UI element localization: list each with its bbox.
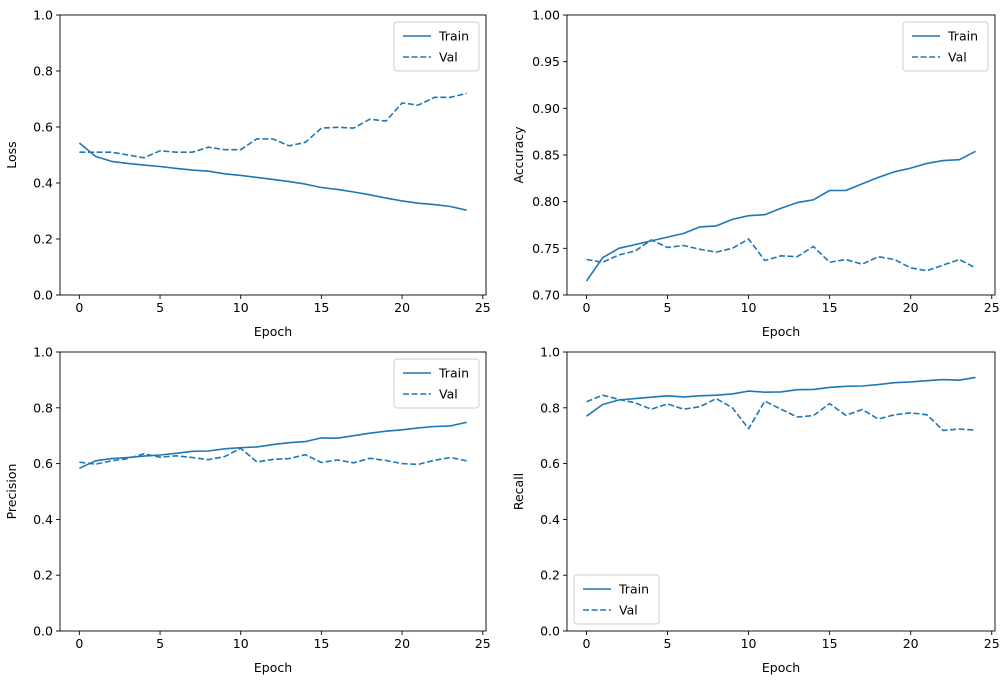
- x-tick-label: 10: [741, 636, 757, 651]
- y-tick-label: 0.0: [540, 624, 560, 639]
- y-tick-label: 0.70: [532, 288, 560, 303]
- series-line-val: [79, 92, 467, 159]
- subplot-3: 0 5 10 15 20 25 0.0 0.2 0.4 0.6 0.8 1.0 Epoch Precisi…: [4, 345, 491, 676]
- y-tick-label: 0.6: [33, 456, 53, 471]
- x-tick-label: 15: [313, 636, 329, 651]
- series-line-train: [78, 142, 467, 211]
- series-line-val: [79, 447, 467, 466]
- y-tick-label: 0.4: [33, 176, 53, 191]
- y-tick-label: 0.6: [540, 456, 560, 471]
- x-tick-label: 5: [664, 300, 672, 315]
- subplot-4: 0 5 10 15 20 25 0.0 0.2 0.4 0.6 0.8 1.0 Epoch Recall T…: [511, 345, 1000, 676]
- x-axis-label: Epoch: [762, 324, 800, 339]
- x-tick-label: 15: [822, 300, 838, 315]
- y-tick-label: 0.8: [33, 64, 53, 79]
- subplot-2: 0 5 10 15 20 25 0.70 0.75 0.80 0.85 0.90 0.95 1.00 Ep…: [511, 8, 1000, 340]
- y-axis-label: Loss: [4, 141, 19, 168]
- x-tick-label: 20: [903, 636, 919, 651]
- x-tick-label: 0: [75, 300, 83, 315]
- series-line-train: [585, 150, 976, 282]
- legend: Train Val: [902, 21, 989, 72]
- x-tick-label: 0: [582, 636, 590, 651]
- y-tick-label: 0.85: [532, 148, 560, 163]
- x-tick-label: 0: [582, 300, 590, 315]
- y-tick-label: 0.95: [532, 54, 560, 69]
- series-line-train: [79, 421, 467, 470]
- legend-box: [393, 358, 480, 409]
- y-tick-label: 1.0: [540, 345, 560, 360]
- series-line-train: [586, 376, 976, 417]
- y-tick-label: 0.75: [532, 241, 560, 256]
- y-axis-label: Recall: [511, 473, 526, 510]
- x-tick-label: 10: [741, 300, 757, 315]
- legend: Train Val: [573, 574, 660, 625]
- legend: Train Val: [393, 21, 480, 72]
- y-tick-label: 0.2: [540, 568, 560, 583]
- y-tick-label: 0.90: [532, 101, 560, 116]
- axes-frame: [566, 351, 996, 632]
- x-tick-label: 25: [475, 300, 491, 315]
- legend-label-train: Train: [438, 29, 469, 44]
- y-tick-label: 0.0: [33, 288, 53, 303]
- axes-frame: [59, 351, 487, 632]
- x-tick-label: 20: [394, 636, 410, 651]
- y-tick-label: 0.8: [540, 400, 560, 415]
- y-tick-label: 1.00: [532, 8, 560, 23]
- y-tick-label: 1.0: [33, 345, 53, 360]
- y-tick-label: 0.2: [33, 232, 53, 247]
- legend-box: [573, 574, 660, 625]
- x-tick-label: 5: [156, 300, 164, 315]
- x-axis-label: Epoch: [254, 324, 292, 339]
- series-line-val: [586, 238, 976, 272]
- y-tick-label: 0.4: [33, 512, 53, 527]
- y-tick-label: 0.0: [33, 624, 53, 639]
- legend-box: [902, 21, 989, 72]
- legend-label-val: Val: [439, 387, 458, 402]
- legend-label-val: Val: [619, 603, 638, 618]
- subplot-1: 0 5 10 15 20 25 0.0 0.2 0.4 0.6 0.8 1.0 Epoch Loss Tra…: [4, 8, 491, 340]
- x-tick-label: 5: [664, 636, 672, 651]
- axes-frame: [59, 14, 487, 296]
- x-tick-label: 10: [233, 636, 249, 651]
- x-tick-label: 25: [984, 636, 1000, 651]
- y-axis-label: Accuracy: [511, 126, 526, 184]
- x-tick-label: 5: [156, 636, 164, 651]
- legend-box: [393, 21, 480, 72]
- x-tick-label: 0: [75, 636, 83, 651]
- legend: Train Val: [393, 358, 480, 409]
- legend-label-train: Train: [618, 582, 649, 597]
- x-tick-label: 10: [233, 300, 249, 315]
- series-line-val: [586, 394, 976, 432]
- x-tick-label: 25: [475, 636, 491, 651]
- y-tick-label: 1.0: [33, 8, 53, 23]
- legend-label-val: Val: [439, 50, 458, 65]
- x-tick-label: 15: [822, 636, 838, 651]
- y-tick-label: 0.8: [33, 400, 53, 415]
- y-tick-label: 0.80: [532, 194, 560, 209]
- x-tick-label: 20: [903, 300, 919, 315]
- y-tick-label: 0.4: [540, 512, 560, 527]
- x-axis-label: Epoch: [254, 660, 292, 675]
- legend-label-val: Val: [948, 50, 967, 65]
- legend-label-train: Train: [947, 29, 978, 44]
- y-axis-label: Precision: [4, 464, 19, 520]
- x-axis-label: Epoch: [762, 660, 800, 675]
- x-tick-label: 25: [984, 300, 1000, 315]
- legend-label-train: Train: [438, 366, 469, 381]
- x-tick-label: 20: [394, 300, 410, 315]
- y-tick-label: 0.2: [33, 568, 53, 583]
- x-tick-label: 15: [313, 300, 329, 315]
- y-tick-label: 0.6: [33, 120, 53, 135]
